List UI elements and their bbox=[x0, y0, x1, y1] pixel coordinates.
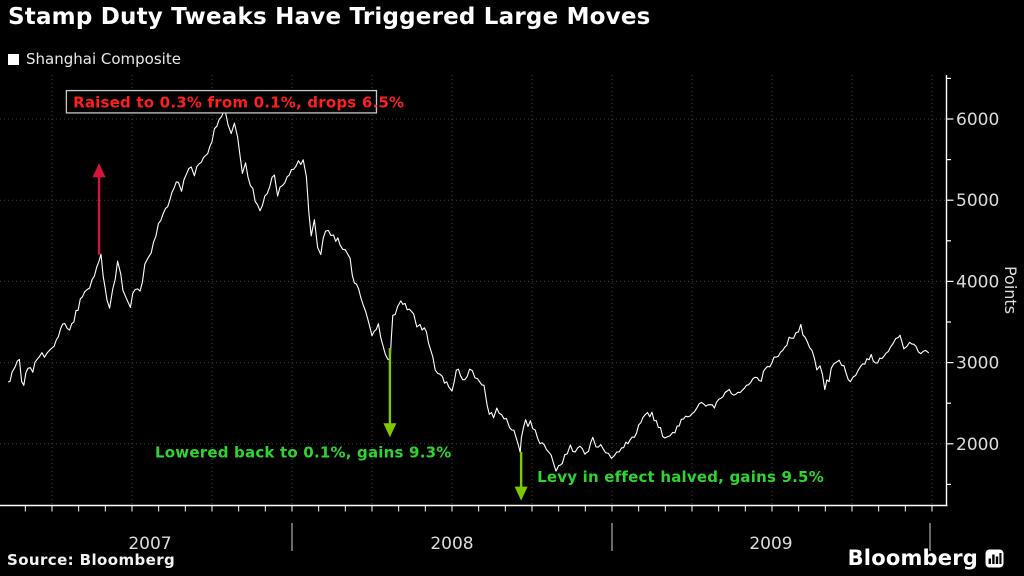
up-arrow-icon bbox=[92, 163, 106, 178]
legend-label: Shanghai Composite bbox=[26, 50, 181, 68]
annotation-text-0: Raised to 0.3% from 0.1%, drops 6.5% bbox=[73, 94, 404, 112]
annotation-box bbox=[65, 89, 378, 114]
y-tick-label: 4000 bbox=[956, 272, 999, 292]
y-tick-label: 6000 bbox=[956, 110, 999, 130]
chart-title: Stamp Duty Tweaks Have Triggered Large M… bbox=[8, 4, 651, 30]
bloomberg-bug-icon bbox=[985, 549, 1004, 567]
year-label: 2007 bbox=[128, 534, 171, 554]
legend: Shanghai Composite bbox=[8, 50, 181, 68]
down-arrow-icon bbox=[514, 486, 528, 501]
bloomberg-wordmark: Bloomberg bbox=[847, 546, 978, 570]
grid-layer bbox=[0, 75, 947, 506]
y-tick-label: 5000 bbox=[956, 191, 999, 211]
series-layer bbox=[7, 108, 930, 472]
annotation-text-1: Lowered back to 0.1%, gains 9.3% bbox=[155, 444, 451, 462]
year-label: 2008 bbox=[430, 534, 473, 554]
bloomberg-logo: Bloomberg bbox=[848, 546, 1004, 570]
y-tick-label: 3000 bbox=[956, 354, 999, 374]
axis-layer: 2007 2008 2009 2000 3000 4000 5000 6000 bbox=[0, 75, 999, 554]
annotation-layer: Raised to 0.3% from 0.1%, drops 6.5% Lowe… bbox=[65, 89, 824, 501]
legend-swatch-icon bbox=[8, 53, 19, 65]
down-arrow-icon bbox=[383, 423, 397, 438]
price-line bbox=[7, 108, 930, 472]
source-note: Source: Bloomberg bbox=[7, 551, 176, 569]
annotation-text-2: Levy in effect halved, gains 9.5% bbox=[537, 468, 824, 486]
y-tick-label: 2000 bbox=[956, 435, 999, 455]
year-label: 2009 bbox=[749, 534, 792, 554]
y-axis-title: Points bbox=[1001, 266, 1020, 314]
